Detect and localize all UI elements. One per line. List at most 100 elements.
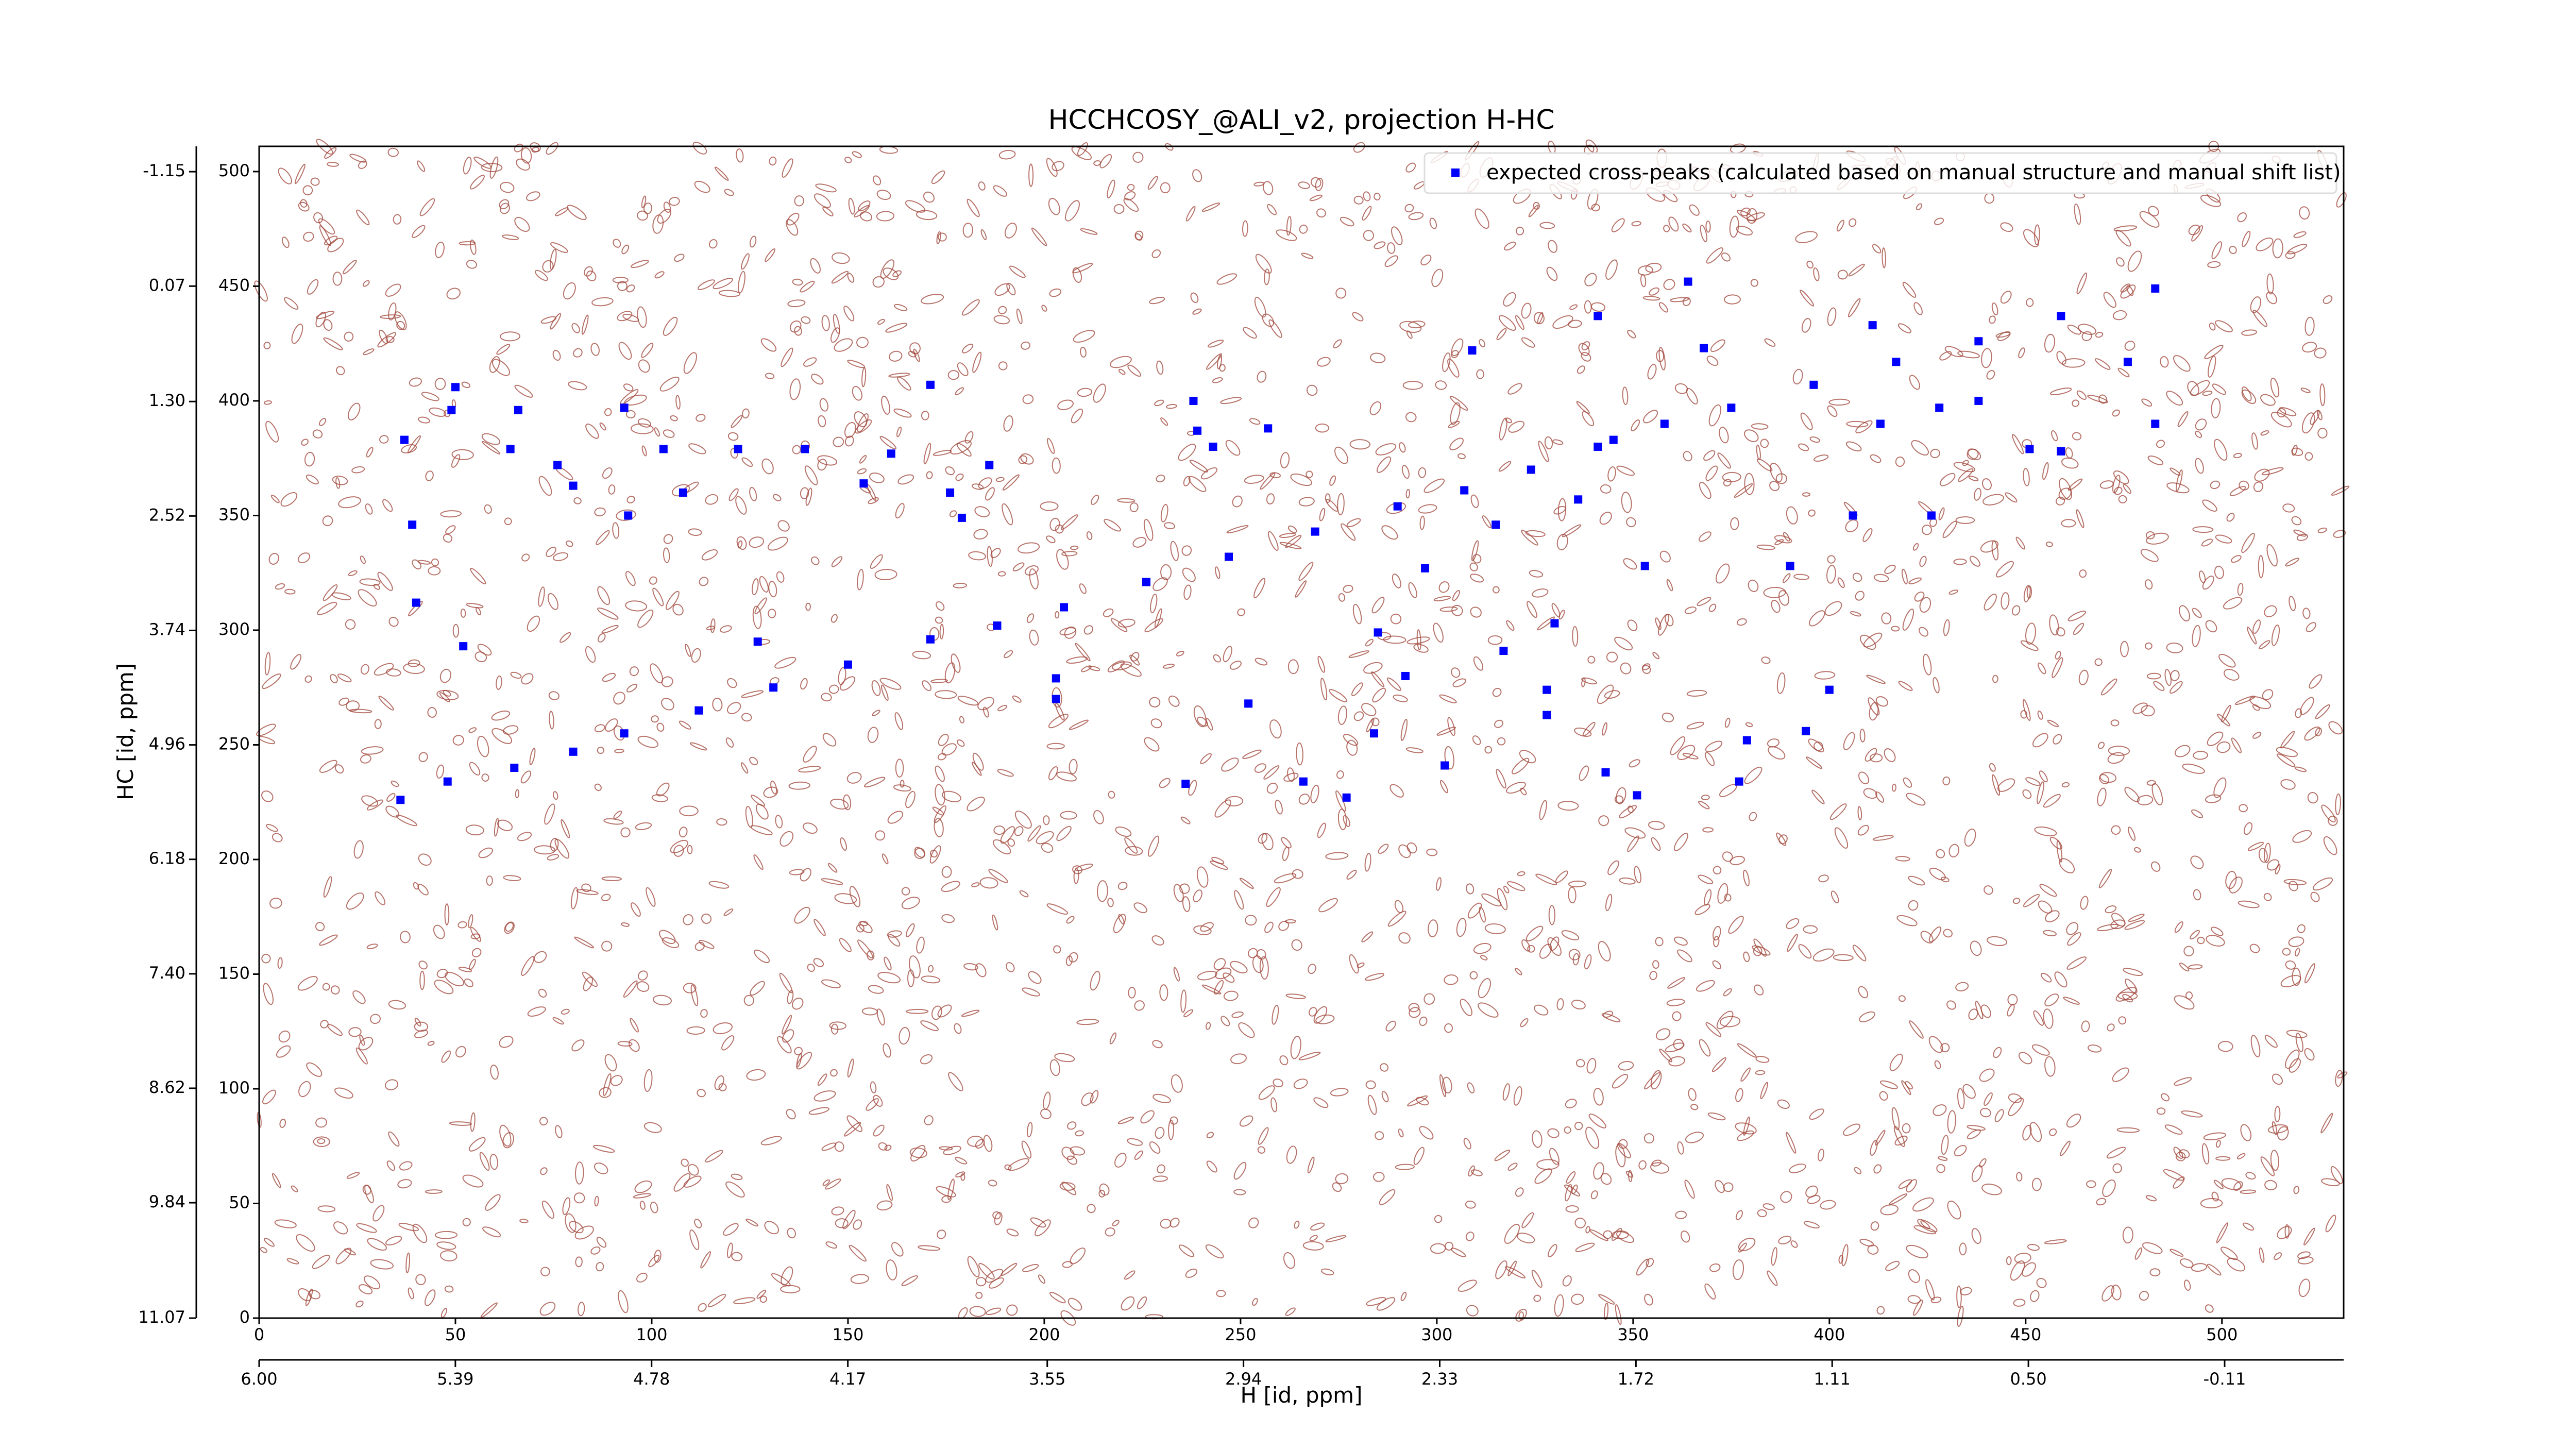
noise-contour bbox=[674, 254, 685, 262]
noise-contour bbox=[1964, 828, 1976, 847]
noise-contour bbox=[1430, 1243, 1446, 1254]
noise-contour bbox=[781, 347, 793, 367]
noise-contour bbox=[2214, 439, 2228, 461]
cross-peak bbox=[400, 435, 409, 444]
noise-contour bbox=[387, 147, 399, 157]
noise-contour bbox=[1776, 832, 1787, 846]
noise-contour bbox=[1937, 1156, 1948, 1161]
noise-contour bbox=[1497, 888, 1508, 911]
noise-contour bbox=[835, 1218, 849, 1228]
noise-contour bbox=[2041, 972, 2052, 983]
noise-contour bbox=[779, 831, 794, 847]
noise-contour bbox=[1637, 265, 1653, 276]
noise-contour bbox=[1553, 506, 1566, 515]
cross-peak bbox=[1244, 699, 1253, 708]
noise-contour bbox=[1762, 1203, 1775, 1210]
noise-contour bbox=[811, 374, 824, 385]
noise-contour bbox=[1642, 296, 1660, 301]
noise-contour bbox=[920, 1054, 933, 1065]
noise-contour bbox=[1433, 596, 1451, 601]
noise-contour bbox=[1986, 370, 1995, 380]
noise-contour bbox=[415, 1274, 426, 1286]
noise-contour bbox=[2270, 377, 2280, 398]
cross-peak bbox=[1802, 727, 1810, 735]
noise-contour bbox=[960, 1173, 965, 1181]
noise-contour bbox=[1655, 1028, 1671, 1040]
noise-contour bbox=[621, 244, 630, 255]
noise-contour bbox=[1911, 440, 1929, 456]
noise-contour bbox=[1036, 831, 1054, 845]
noise-contour bbox=[278, 1030, 291, 1043]
noise-contour bbox=[491, 710, 511, 721]
noise-contour bbox=[1026, 613, 1035, 623]
noise-contour bbox=[1026, 1122, 1033, 1138]
noise-contour bbox=[950, 440, 972, 455]
noise-contour bbox=[755, 803, 769, 820]
noise-contour bbox=[1496, 769, 1506, 789]
cross-peak bbox=[1543, 711, 1551, 719]
noise-contour bbox=[1841, 1244, 1849, 1267]
noise-contour bbox=[1618, 1060, 1634, 1071]
noise-contour bbox=[1652, 960, 1659, 969]
noise-contour bbox=[1730, 517, 1739, 530]
noise-contour bbox=[2190, 855, 2204, 869]
noise-contour bbox=[2015, 536, 2025, 550]
noise-contour bbox=[2192, 608, 2202, 618]
noise-contour bbox=[1981, 478, 1992, 491]
noise-contour bbox=[2261, 467, 2284, 476]
noise-contour bbox=[1115, 826, 1132, 837]
noise-contour bbox=[470, 926, 481, 942]
noise-contour bbox=[1346, 739, 1358, 756]
noise-contour bbox=[994, 1212, 1003, 1225]
noise-contour bbox=[2285, 960, 2296, 970]
noise-contour bbox=[1834, 827, 1849, 849]
noise-contour bbox=[651, 715, 659, 723]
noise-contour bbox=[2304, 1048, 2315, 1061]
noise-contour bbox=[527, 1006, 546, 1017]
noise-contour bbox=[1967, 1125, 1986, 1131]
noise-contour bbox=[385, 283, 401, 297]
noise-contour bbox=[1948, 589, 1958, 595]
noise-contour bbox=[2309, 674, 2323, 689]
noise-contour bbox=[1364, 853, 1371, 872]
noise-contour bbox=[1124, 1270, 1136, 1280]
y-tick-label: 350 bbox=[218, 504, 250, 524]
cross-peak bbox=[2057, 447, 2065, 456]
cross-peak bbox=[1374, 628, 1382, 637]
noise-contour bbox=[1564, 1184, 1581, 1197]
noise-contour bbox=[634, 1180, 652, 1193]
cross-peak bbox=[1181, 780, 1190, 788]
noise-contour bbox=[2097, 742, 2105, 749]
noise-contour bbox=[1515, 1308, 1527, 1322]
noise-contour bbox=[670, 839, 688, 853]
noise-contour bbox=[312, 429, 323, 439]
noise-contour bbox=[1787, 934, 1798, 952]
noise-contour bbox=[1185, 206, 1196, 222]
noise-contour bbox=[935, 616, 943, 624]
noise-contour bbox=[847, 1058, 854, 1077]
noise-contour bbox=[1650, 1162, 1670, 1174]
noise-contour bbox=[613, 239, 621, 248]
noise-contour bbox=[1150, 594, 1158, 614]
noise-contour bbox=[888, 934, 901, 947]
noise-contour bbox=[2145, 1195, 2157, 1202]
noise-contour bbox=[2241, 533, 2255, 553]
noise-contour bbox=[1755, 1070, 1766, 1075]
noise-contour bbox=[1087, 1204, 1096, 1214]
noise-contour bbox=[1562, 524, 1582, 537]
noise-contour bbox=[782, 1029, 794, 1043]
noise-contour bbox=[926, 471, 933, 479]
noise-contour bbox=[637, 970, 648, 981]
noise-contour bbox=[879, 678, 902, 690]
noise-contour bbox=[1754, 984, 1764, 996]
noise-contour bbox=[2251, 432, 2258, 450]
noise-contour bbox=[1449, 395, 1468, 411]
noise-contour bbox=[683, 1175, 702, 1188]
noise-contour bbox=[839, 938, 852, 952]
noise-contour bbox=[1617, 1143, 1631, 1158]
cross-peak bbox=[459, 642, 468, 651]
noise-contour bbox=[731, 1252, 743, 1261]
noise-contour bbox=[827, 863, 838, 873]
noise-contour bbox=[948, 1072, 963, 1091]
noise-contour bbox=[1061, 1147, 1075, 1160]
